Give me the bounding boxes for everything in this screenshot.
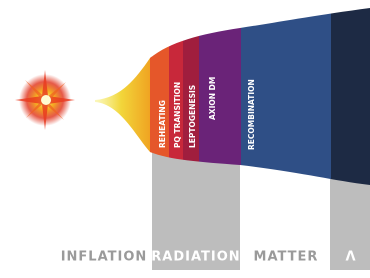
era-label: MATTER (254, 250, 319, 265)
band (90, 0, 152, 200)
big-bang (15, 70, 75, 130)
era-label: RADIATION (151, 250, 240, 265)
event-label: LEPTOGENESIS (188, 85, 197, 148)
era-label: INFLATION (61, 250, 148, 265)
band (331, 0, 370, 200)
era-label: Λ (345, 250, 356, 265)
cosmic-history-diagram: REHEATING PQ TRANSITION LEPTOGENESIS AXI… (0, 0, 370, 278)
event-label: AXION DM (208, 77, 217, 120)
event-label: PQ TRANSITION (173, 82, 182, 148)
event-label: REHEATING (158, 100, 167, 148)
event-label: RECOMBINATION (247, 79, 256, 150)
